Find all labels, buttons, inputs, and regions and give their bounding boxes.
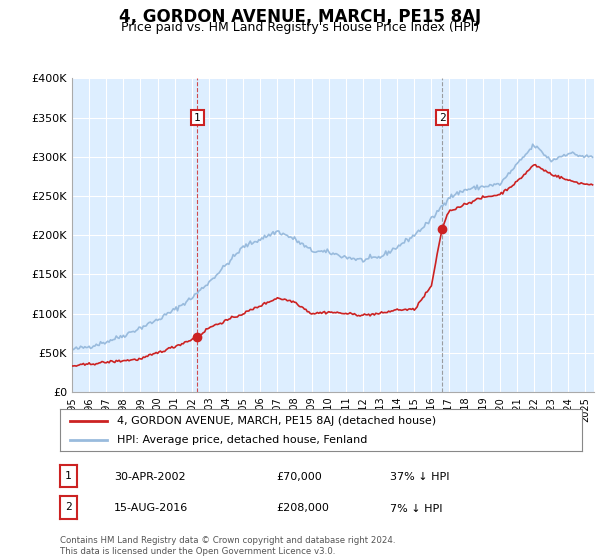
Text: 2: 2 xyxy=(439,113,445,123)
Text: 37% ↓ HPI: 37% ↓ HPI xyxy=(390,472,449,482)
Text: 1: 1 xyxy=(65,471,72,481)
Text: 30-APR-2002: 30-APR-2002 xyxy=(114,472,185,482)
Text: HPI: Average price, detached house, Fenland: HPI: Average price, detached house, Fenl… xyxy=(118,435,368,445)
Text: 1: 1 xyxy=(194,113,201,123)
Text: Contains HM Land Registry data © Crown copyright and database right 2024.
This d: Contains HM Land Registry data © Crown c… xyxy=(60,536,395,556)
Text: £208,000: £208,000 xyxy=(276,503,329,514)
Text: 15-AUG-2016: 15-AUG-2016 xyxy=(114,503,188,514)
Text: 4, GORDON AVENUE, MARCH, PE15 8AJ (detached house): 4, GORDON AVENUE, MARCH, PE15 8AJ (detac… xyxy=(118,416,437,426)
Text: £70,000: £70,000 xyxy=(276,472,322,482)
Text: 4, GORDON AVENUE, MARCH, PE15 8AJ: 4, GORDON AVENUE, MARCH, PE15 8AJ xyxy=(119,8,481,26)
Text: Price paid vs. HM Land Registry's House Price Index (HPI): Price paid vs. HM Land Registry's House … xyxy=(121,21,479,34)
Text: 7% ↓ HPI: 7% ↓ HPI xyxy=(390,503,443,514)
Text: 2: 2 xyxy=(65,502,72,512)
